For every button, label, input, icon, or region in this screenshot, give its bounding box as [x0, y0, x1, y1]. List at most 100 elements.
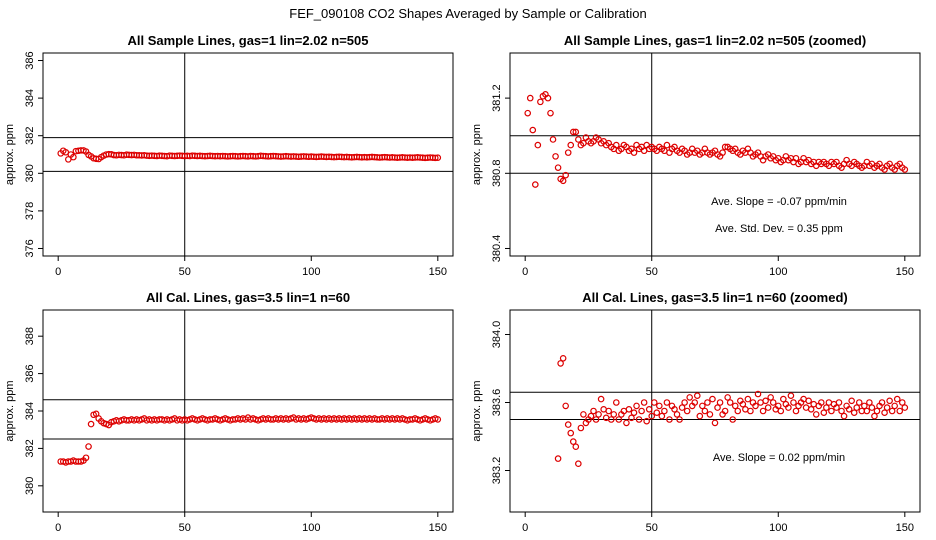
panel-title: All Cal. Lines, gas=3.5 lin=1 n=60 [146, 290, 350, 305]
data-point [871, 412, 878, 420]
data-point [706, 411, 714, 418]
data-series [57, 147, 442, 163]
y-tick-label: 382 [24, 439, 36, 457]
data-point [630, 409, 638, 417]
plot-frame [509, 52, 921, 257]
data-point [891, 402, 898, 410]
data-series [524, 91, 909, 188]
data-point [893, 395, 901, 403]
data-point [562, 171, 569, 179]
y-tick-label: 386 [24, 51, 36, 69]
data-point [754, 390, 762, 398]
data-point [623, 419, 630, 427]
data-point [693, 392, 701, 399]
data-point [434, 154, 442, 161]
y-tick-label: 380.4 [491, 235, 503, 263]
data-point [835, 399, 843, 406]
panel-title: All Cal. Lines, gas=3.5 lin=1 n=60 (zoom… [582, 290, 848, 305]
data-point [888, 407, 896, 415]
data-point [828, 407, 835, 415]
y-axis-label: approx. ppm [471, 380, 483, 441]
data-point [638, 407, 645, 415]
data-point [559, 177, 567, 185]
data-point [605, 407, 613, 415]
data-point [645, 405, 653, 413]
data-point [729, 416, 737, 423]
x-tick-label: 50 [646, 522, 658, 534]
annotation-text: Ave. Slope = -0.07 ppm/min [711, 196, 847, 208]
annotation-text: Ave. Slope = 0.02 ppm/min [713, 452, 845, 464]
data-series [554, 354, 909, 468]
data-point [643, 417, 650, 425]
y-tick-label: 380 [24, 164, 36, 182]
x-tick-label: 100 [769, 266, 787, 278]
data-point [785, 404, 792, 411]
data-point [569, 128, 577, 136]
data-point [699, 402, 706, 410]
data-point [898, 399, 906, 406]
plot-frame [509, 309, 921, 513]
data-point [711, 419, 719, 427]
data-point [82, 454, 90, 462]
x-tick-label: 0 [522, 266, 528, 278]
x-tick-label: 0 [55, 522, 61, 534]
data-point [787, 392, 795, 399]
data-point [721, 407, 729, 415]
x-tick-label: 150 [429, 522, 447, 534]
data-point [557, 360, 564, 367]
data-point [807, 405, 815, 413]
data-point [567, 141, 575, 149]
data-point [577, 424, 585, 432]
data-point [615, 416, 623, 423]
y-tick-label: 378 [24, 202, 36, 220]
y-axis-label: approx. ppm [471, 124, 483, 185]
y-tick-label: 383.2 [491, 457, 503, 485]
data-point [87, 420, 95, 428]
panel-title: All Sample Lines, gas=1 lin=2.02 n=505 (… [564, 33, 866, 48]
data-point [838, 407, 845, 415]
data-point [656, 402, 663, 410]
chart-panels: All Sample Lines, gas=1 lin=2.02 n=505 0 5… [4, 33, 921, 534]
data-point [625, 405, 633, 413]
data-point [590, 407, 597, 415]
plot-frame [42, 52, 454, 257]
y-tick-label: 380 [24, 477, 36, 495]
data-point [569, 438, 577, 445]
data-point [714, 404, 721, 411]
data-point [640, 399, 648, 406]
data-point [607, 416, 615, 423]
data-point [564, 421, 572, 428]
data-point [595, 411, 602, 418]
chart-panel-4: All Cal. Lines, gas=3.5 lin=1 n=60 (zoom… [471, 290, 921, 534]
data-point [612, 141, 620, 149]
annotation-text: Ave. Std. Dev. = 0.35 ppm [715, 223, 843, 235]
data-point [724, 394, 731, 401]
panel-title: All Sample Lines, gas=1 lin=2.02 n=505 [128, 33, 369, 48]
data-point [529, 126, 537, 134]
data-point [534, 141, 542, 149]
data-point [901, 166, 909, 173]
data-point [663, 141, 671, 149]
data-point [686, 394, 693, 401]
data-point [868, 404, 876, 411]
x-tick-label: 50 [179, 266, 191, 278]
data-point [671, 405, 678, 413]
data-point [820, 409, 828, 417]
x-tick-label: 0 [522, 522, 528, 534]
data-point [630, 149, 638, 156]
chart-panel-2: All Sample Lines, gas=1 lin=2.02 n=505 (… [471, 33, 921, 278]
data-point [85, 443, 92, 450]
data-point [848, 397, 855, 405]
data-point [752, 402, 759, 410]
y-tick-label: 383.6 [491, 389, 503, 417]
data-point [823, 404, 830, 411]
data-point [883, 404, 891, 411]
data-point [592, 416, 600, 423]
data-point [747, 407, 754, 415]
data-point [704, 399, 711, 406]
plot-frame [42, 309, 454, 513]
x-tick-label: 50 [179, 522, 191, 534]
data-point [792, 154, 800, 162]
data-point [762, 397, 769, 405]
x-tick-label: 100 [302, 522, 320, 534]
